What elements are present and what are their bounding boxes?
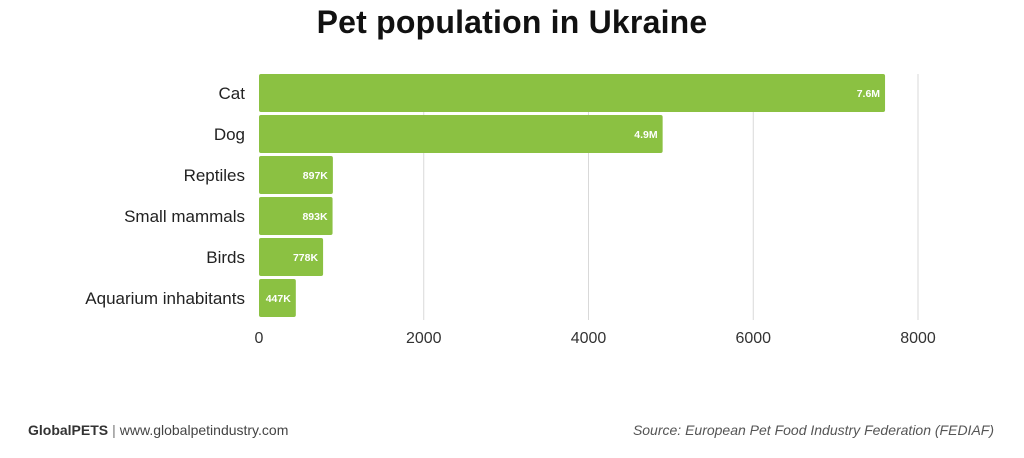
bars: 7.6M 4.9M 897K 893K 778K 447K	[259, 74, 886, 317]
bar-value-label: 778K	[293, 252, 319, 264]
footer-credit: GlobalPETS | www.globalpetindustry.com	[28, 422, 288, 438]
x-tick-label: 0	[255, 330, 264, 347]
brand-name: GlobalPETS	[28, 422, 109, 438]
footer-separator: |	[112, 422, 116, 438]
bar-value-label: 447K	[266, 293, 292, 305]
bar-value-label: 4.9M	[634, 129, 658, 141]
category-label: Reptiles	[184, 166, 245, 185]
bar-value-label: 7.6M	[857, 88, 881, 100]
bar	[259, 197, 333, 235]
bar-value-label: 897K	[303, 170, 329, 182]
bar-value-label: 893K	[302, 211, 328, 223]
chart-title: Pet population in Ukraine	[316, 4, 708, 40]
category-label: Small mammals	[124, 207, 245, 226]
site-link[interactable]: www.globalpetindustry.com	[119, 422, 289, 438]
category-label: Birds	[206, 248, 245, 267]
x-axis-ticks: 0 2000 4000 6000 8000	[255, 330, 936, 347]
x-tick-label: 8000	[900, 330, 936, 347]
bar	[259, 156, 333, 194]
bar	[259, 279, 296, 317]
bar-chart: 7.6M 4.9M 897K 893K 778K 447K Cat Dog Reptiles S…	[85, 74, 936, 347]
bar	[259, 238, 324, 276]
x-tick-label: 2000	[406, 330, 442, 347]
category-label: Dog	[214, 125, 245, 144]
category-label: Cat	[219, 84, 246, 103]
category-labels: Cat Dog Reptiles Small mammals Birds Aquarium…	[85, 84, 245, 308]
x-tick-label: 6000	[735, 330, 771, 347]
bar	[259, 74, 886, 112]
category-label: Aquarium inhabitants	[85, 289, 245, 308]
bar	[259, 115, 663, 153]
x-tick-label: 4000	[571, 330, 607, 347]
source-note: Source: European Pet Food Industry Feder…	[632, 422, 994, 438]
